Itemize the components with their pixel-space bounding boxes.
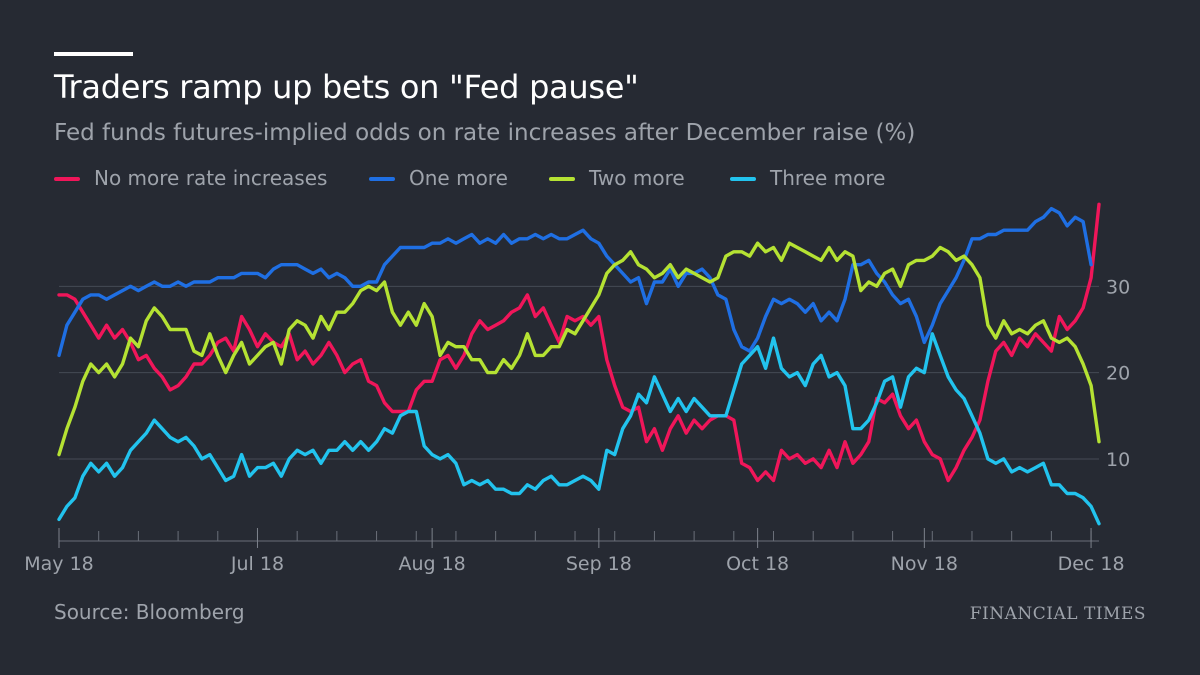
x-tick-label: Sep 18 — [566, 553, 632, 575]
series-line-3 — [57, 332, 1101, 526]
legend-swatch — [549, 177, 575, 181]
x-tick-label: Dec 18 — [1058, 553, 1125, 575]
x-tick-label: Oct 18 — [726, 553, 789, 575]
legend-label: No more rate increases — [94, 166, 328, 190]
legend-label: One more — [409, 166, 508, 190]
x-tick-label: Jul 18 — [230, 553, 284, 575]
legend-swatch — [54, 177, 80, 181]
x-tick-label: May 18 — [24, 553, 94, 575]
legend-label: Three more — [770, 166, 886, 190]
chart-title: Traders ramp up bets on "Fed pause" — [54, 68, 639, 106]
chart-subtitle: Fed funds futures-implied odds on rate i… — [54, 120, 916, 146]
x-tick-label: Nov 18 — [891, 553, 958, 575]
x-tick-label: Aug 18 — [398, 553, 465, 575]
series-line-1 — [57, 206, 1093, 358]
legend: No more rate increases One more Two more… — [54, 164, 1154, 192]
series-line-0 — [57, 202, 1101, 483]
title-accent-bar — [54, 52, 133, 56]
legend-swatch — [730, 177, 756, 181]
legend-label: Two more — [589, 166, 685, 190]
legend-swatch — [369, 177, 395, 181]
y-tick-label: 20 — [1106, 363, 1130, 385]
y-tick-label: 10 — [1106, 449, 1130, 471]
source-note: Source: Bloomberg — [54, 600, 245, 624]
brand-logo-text: FINANCIAL TIMES — [969, 604, 1146, 624]
line-chart: 10 20 30 May 18 Jul 18 Aug 18 Sep 18 Oct 18 Nov … — [24, 202, 1130, 575]
series-line-2 — [57, 241, 1101, 457]
y-tick-label: 30 — [1106, 276, 1130, 298]
